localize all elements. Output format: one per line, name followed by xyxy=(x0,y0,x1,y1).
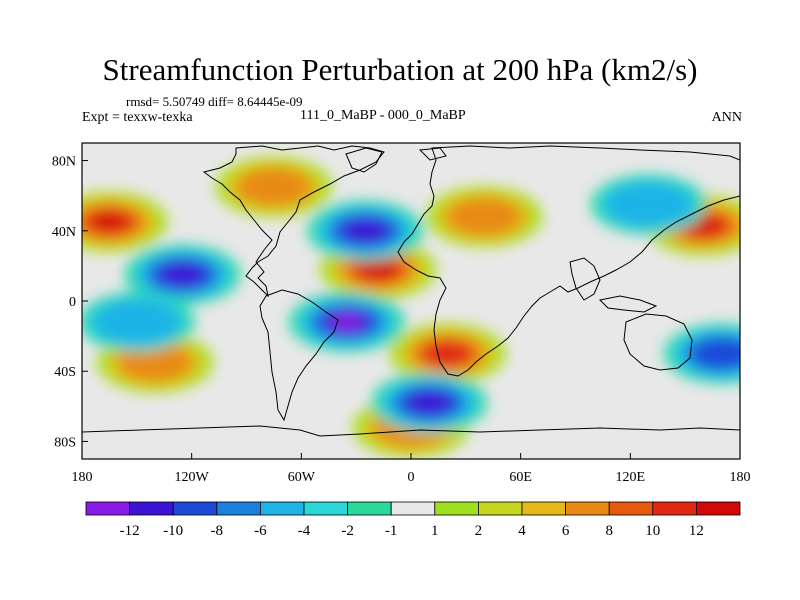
x-tick-label: 0 xyxy=(408,470,415,485)
colorbar-label: 10 xyxy=(645,523,660,539)
experiment-label: 111_0_MaBP - 000_0_MaBP xyxy=(300,108,466,123)
max-south-pacific-contour-6 xyxy=(118,343,192,382)
min-east-pacific-contour-10 xyxy=(159,262,206,287)
x-tick-label: 60E xyxy=(509,470,532,485)
coastline-eurasia-africa xyxy=(397,145,740,377)
colorbar-label: -12 xyxy=(120,523,140,539)
max-europe-contour-6 xyxy=(447,197,521,236)
colorbar-box xyxy=(216,501,261,516)
colorbar-label: 6 xyxy=(562,523,570,539)
colorbar-label: -10 xyxy=(163,523,183,539)
coastline-greenland xyxy=(345,147,383,173)
x-tick-label: 120W xyxy=(175,470,210,485)
streamfunction-field xyxy=(82,143,740,459)
min-pacific-subtropics-contour-4 xyxy=(92,299,181,345)
max-atlantic-africa-contour-12 xyxy=(362,261,394,278)
colorbar-box xyxy=(129,501,174,516)
min-southern-ocean-contour-10 xyxy=(406,391,453,415)
coastline-arctic xyxy=(418,147,447,161)
colorbar-box xyxy=(652,501,697,516)
colorbar-box xyxy=(521,501,566,516)
max-south-atlantic-contour-10 xyxy=(424,341,471,366)
coastline-india xyxy=(569,257,601,301)
coastline-north-america xyxy=(202,145,385,298)
colorbar-label: 2 xyxy=(475,523,483,539)
max-north-america-contour-6 xyxy=(237,167,311,206)
y-tick-label: 40N xyxy=(52,225,76,240)
colorbar-label: -1 xyxy=(385,523,398,539)
y-tick-label: 0 xyxy=(69,295,76,310)
colorbar-box xyxy=(390,501,436,516)
colorbar-label: 12 xyxy=(689,523,704,539)
x-tick-label: 180 xyxy=(72,470,93,485)
axes: 180 120W 60W 0 60E 120E 180 80N 40N 0 40S 80S xyxy=(52,155,751,485)
expt-label: Expt = texxw-texka xyxy=(82,110,193,125)
colorbar-box xyxy=(608,501,654,516)
colorbar-box xyxy=(696,501,741,516)
x-tick-label: 180 xyxy=(730,470,751,485)
x-tick-label: 120E xyxy=(616,470,646,485)
colorbar-box xyxy=(172,501,218,516)
stats-label: rmsd= 5.50749 diff= 8.64445e-09 xyxy=(126,94,303,109)
colorbar-box xyxy=(85,501,130,516)
coastline-antarctica xyxy=(82,425,740,437)
colorbar: -12 -10 -8 -6 -4 -2 -1 1 2 4 6 8 10 12 xyxy=(85,501,741,539)
season-label: ANN xyxy=(711,110,742,125)
colorbar-box xyxy=(434,501,479,516)
colorbar-label: 1 xyxy=(431,523,439,539)
colorbar-label: -6 xyxy=(254,523,267,539)
min-asia-contour-4 xyxy=(604,181,693,228)
colorbar-box xyxy=(347,501,392,516)
colorbar-label: -8 xyxy=(211,523,224,539)
colorbar-label: 4 xyxy=(518,523,526,539)
colorbar-label: -4 xyxy=(298,523,311,539)
min-north-atlantic-contour-10 xyxy=(342,218,389,243)
colorbar-label: -2 xyxy=(341,523,354,539)
colorbar-box xyxy=(259,501,305,516)
coastline-maritime xyxy=(598,295,658,313)
y-tick-label: 80N xyxy=(52,155,76,170)
y-tick-label: 40S xyxy=(54,365,76,380)
chart-title: Streamfunction Perturbation at 200 hPa (… xyxy=(102,52,698,87)
x-tick-label: 60W xyxy=(288,470,316,485)
colorbar-label: 8 xyxy=(605,523,613,539)
coastline-australia xyxy=(623,313,693,371)
y-tick-label: 80S xyxy=(54,435,76,450)
max-pacific-north-contour-12 xyxy=(93,213,126,231)
coastline-south-america xyxy=(259,289,339,422)
colorbar-box xyxy=(565,501,610,516)
colorbar-box xyxy=(477,501,523,516)
colorbar-box xyxy=(303,501,348,516)
min-south-pacific-west-contour-8 xyxy=(691,338,740,370)
coastlines xyxy=(82,145,740,437)
min-south-atlantic-contour-12 xyxy=(331,313,363,331)
